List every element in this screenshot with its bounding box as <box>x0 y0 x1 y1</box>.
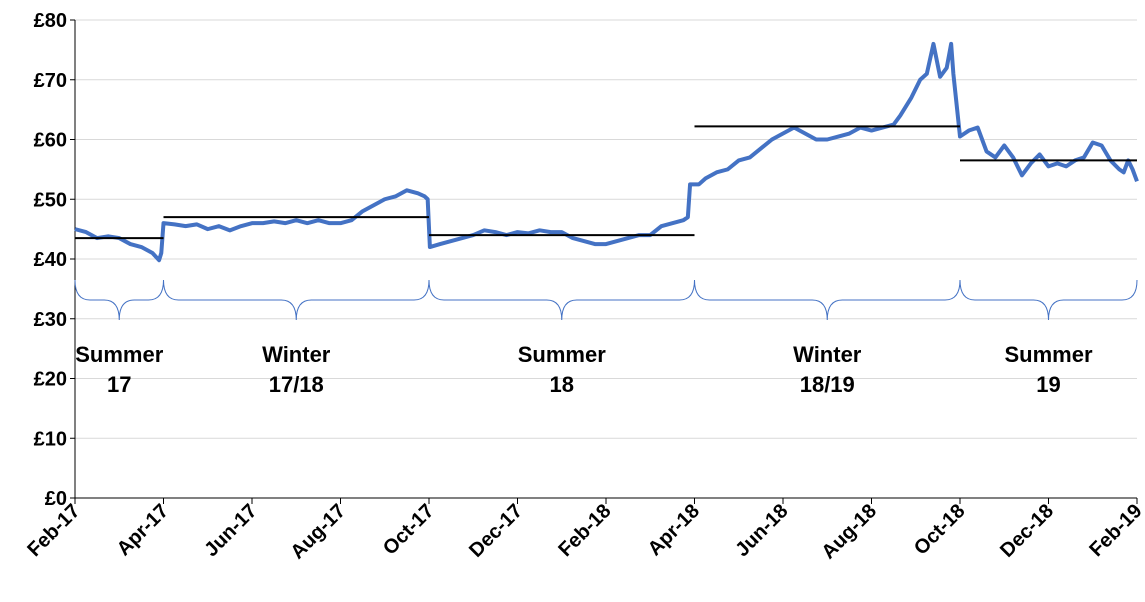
period-label: Winter <box>262 342 331 367</box>
x-tick-label: Feb-18 <box>554 500 615 561</box>
x-tick-label: Apr-18 <box>644 500 704 560</box>
period-label: Summer <box>1004 342 1092 367</box>
period-label: Winter <box>793 342 862 367</box>
period-label: Summer <box>518 342 606 367</box>
period-brace <box>74 279 164 321</box>
period-brace <box>163 279 430 321</box>
x-tick-label: Dec-18 <box>996 500 1058 562</box>
period-label: 18/19 <box>800 372 855 397</box>
x-tick-label: Oct-17 <box>379 500 439 560</box>
x-tick-label: Apr-17 <box>113 500 173 560</box>
y-tick-label: £60 <box>34 130 67 152</box>
period-label: 18 <box>550 372 574 397</box>
x-tick-label: Oct-18 <box>910 500 970 560</box>
y-tick-label: £20 <box>34 369 67 391</box>
price-line <box>74 41 1139 263</box>
period-brace <box>428 279 695 321</box>
y-tick-label: £40 <box>34 249 67 271</box>
x-tick-label: Jun-17 <box>200 500 261 561</box>
period-label: 17 <box>107 372 131 397</box>
period-label: 17/18 <box>269 372 324 397</box>
period-label: Summer <box>75 342 163 367</box>
x-tick-label: Dec-17 <box>465 500 527 562</box>
y-tick-label: £80 <box>34 10 67 32</box>
y-tick-label: £70 <box>34 70 67 92</box>
x-tick-label: Aug-17 <box>287 500 350 563</box>
x-tick-label: Jun-18 <box>731 500 792 561</box>
y-tick-label: £0 <box>45 488 67 510</box>
y-tick-label: £30 <box>34 309 67 331</box>
y-tick-label: £50 <box>34 189 67 211</box>
period-brace <box>959 279 1138 321</box>
x-tick-label: Aug-18 <box>818 500 881 563</box>
x-tick-label: Feb-19 <box>1085 500 1145 561</box>
y-tick-label: £10 <box>34 428 67 450</box>
period-brace <box>694 279 961 321</box>
period-label: 19 <box>1036 372 1060 397</box>
